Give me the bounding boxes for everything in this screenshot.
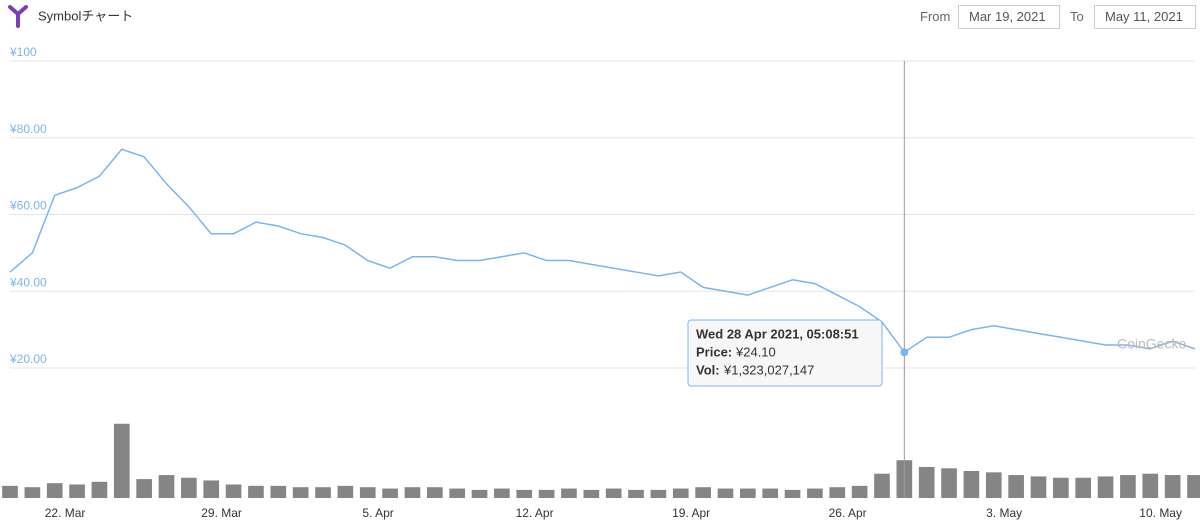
- volume-bar: [784, 489, 801, 498]
- tooltip-value: ¥1,323,027,147: [723, 362, 814, 377]
- volume-bar: [807, 488, 823, 498]
- x-tick-label: 19. Apr: [672, 506, 710, 520]
- volume-bar: [91, 481, 108, 498]
- y-tick-label: ¥100: [9, 45, 37, 59]
- volume-bar: [1120, 475, 1136, 498]
- x-tick-label: 22. Mar: [45, 506, 86, 520]
- volume-bar: [717, 488, 734, 498]
- volume-bar: [471, 489, 488, 498]
- volume-bar: [426, 487, 443, 498]
- volume-bar: [2, 485, 18, 498]
- volume-bar: [203, 480, 220, 498]
- x-tick-label: 3. May: [986, 506, 1022, 520]
- from-label: From: [920, 9, 951, 24]
- y-tick-label: ¥20.00: [9, 352, 47, 366]
- volume-bar: [382, 488, 398, 498]
- volume-bar: [918, 466, 935, 498]
- to-label: To: [1070, 9, 1084, 24]
- volume-bar: [1097, 476, 1114, 498]
- volume-bar: [181, 477, 197, 498]
- volume-bar: [69, 484, 85, 498]
- tooltip-box: [687, 319, 883, 387]
- volume-bar: [404, 487, 421, 498]
- tooltip-label: Price:: [696, 344, 732, 359]
- y-tick-label: ¥80.00: [9, 122, 47, 136]
- volume-bar: [605, 488, 622, 498]
- volume-bar: [113, 423, 130, 498]
- tooltip-value: ¥24.10: [735, 344, 776, 359]
- volume-bar: [851, 485, 868, 498]
- from-input[interactable]: Mar 19, 2021: [958, 5, 1060, 29]
- to-input[interactable]: May 11, 2021: [1094, 5, 1196, 29]
- x-tick-label: 10. May: [1139, 506, 1182, 520]
- x-tick-label: 5. Apr: [362, 506, 393, 520]
- volume-bar: [941, 468, 957, 498]
- price-line: [9, 148, 1196, 354]
- volume-bar: [1030, 476, 1047, 498]
- x-tick-label: 29. Mar: [201, 506, 242, 520]
- volume-bar: [762, 488, 779, 498]
- volume-bar: [740, 488, 756, 498]
- volume-bar: [315, 487, 331, 498]
- tooltip-date: Wed 28 Apr 2021, 05:08:51: [696, 326, 859, 341]
- tooltip-label: Vol:: [696, 362, 720, 377]
- volume-bar: [650, 489, 667, 498]
- volume-bar: [829, 487, 846, 498]
- chart-title: Symbolチャート: [38, 8, 133, 23]
- volume-bar: [46, 483, 63, 498]
- volume-bar: [628, 489, 644, 498]
- volume-bar: [1187, 475, 1200, 498]
- volume-bar: [158, 475, 175, 498]
- y-tick-label: ¥60.00: [9, 199, 47, 213]
- volume-bar: [672, 488, 689, 498]
- x-tick-label: 26. Apr: [829, 506, 867, 520]
- x-tick-label: 12. Apr: [516, 506, 554, 520]
- volume-bar: [270, 485, 287, 498]
- volume-bar: [1142, 473, 1159, 498]
- y-tick-label: ¥40.00: [9, 275, 47, 289]
- volume-bar: [136, 479, 152, 498]
- hover-marker: [900, 348, 909, 357]
- volume-bar: [449, 488, 465, 498]
- volume-bar: [985, 472, 1002, 498]
- volume-bar: [225, 484, 242, 498]
- volume-bar: [359, 487, 376, 498]
- volume-bar: [1164, 475, 1181, 498]
- volume-bar: [516, 489, 533, 498]
- volume-bar: [1075, 477, 1092, 498]
- volume-bar: [538, 489, 555, 498]
- volume-bar: [1053, 477, 1069, 498]
- volume-bar: [583, 489, 600, 498]
- volume-bar: [695, 487, 711, 498]
- volume-bar: [494, 488, 510, 498]
- volume-bar: [1008, 475, 1024, 498]
- volume-bar: [248, 485, 264, 498]
- volume-bar: [292, 487, 309, 498]
- volume-bar: [337, 485, 354, 498]
- logo: [8, 5, 28, 28]
- volume-bar: [24, 487, 41, 498]
- volume-bar: [874, 473, 890, 498]
- volume-bar: [561, 488, 577, 498]
- watermark: CoinGecko: [1117, 336, 1186, 352]
- volume-bar: [963, 471, 980, 498]
